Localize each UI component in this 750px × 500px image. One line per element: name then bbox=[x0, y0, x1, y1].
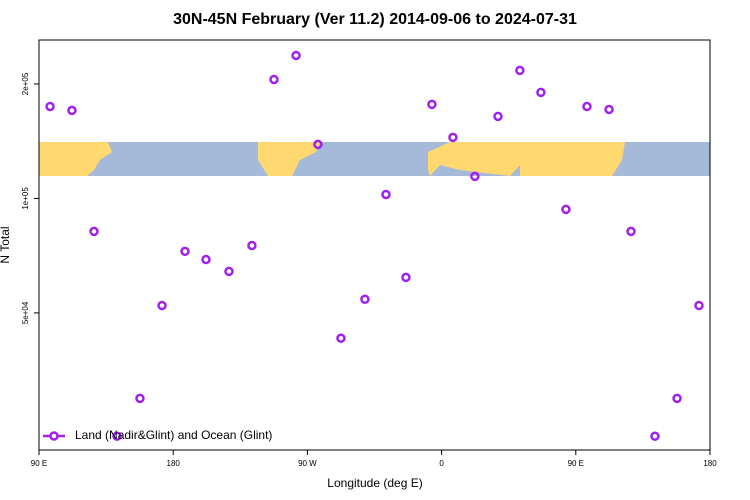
point bbox=[626, 226, 636, 237]
x-axis-label: Longitude (deg E) bbox=[327, 476, 422, 490]
point bbox=[448, 132, 458, 143]
y-tick-label: 2e+05 bbox=[21, 72, 30, 95]
x-tick-label: 90 E bbox=[568, 459, 584, 468]
point bbox=[180, 246, 190, 257]
point bbox=[427, 99, 437, 110]
point bbox=[67, 105, 77, 116]
plot-frame bbox=[38, 39, 711, 451]
point bbox=[45, 101, 55, 112]
x-tick-label: 0 bbox=[439, 459, 444, 468]
land bbox=[428, 142, 525, 176]
y-tick-label: 1e+05 bbox=[21, 187, 30, 210]
point bbox=[561, 204, 571, 215]
point bbox=[313, 139, 323, 150]
legend-label: Land (Nadir&Glint) and Ocean (Glint) bbox=[75, 428, 272, 442]
point bbox=[515, 65, 525, 76]
land bbox=[87, 142, 112, 176]
x-tick-label: 90 E bbox=[31, 459, 47, 468]
point bbox=[381, 189, 391, 200]
x-tick-label: 180 bbox=[167, 459, 181, 468]
land bbox=[520, 142, 625, 176]
x-tick-label: 180 bbox=[703, 459, 717, 468]
point bbox=[135, 393, 145, 404]
legend-marker bbox=[49, 431, 59, 441]
point bbox=[247, 240, 257, 251]
point bbox=[582, 101, 592, 112]
point bbox=[694, 300, 704, 311]
point bbox=[201, 254, 211, 265]
point bbox=[224, 266, 234, 277]
point bbox=[157, 300, 167, 311]
map-band bbox=[39, 142, 710, 176]
point bbox=[360, 294, 370, 305]
land bbox=[39, 142, 87, 176]
point bbox=[493, 111, 503, 122]
point bbox=[89, 226, 99, 237]
point bbox=[336, 333, 346, 343]
point bbox=[401, 272, 411, 283]
point bbox=[672, 393, 682, 404]
y-tick-label: 5e+04 bbox=[21, 301, 30, 324]
point bbox=[650, 431, 660, 441]
point bbox=[536, 87, 546, 98]
point bbox=[604, 104, 614, 115]
land bbox=[258, 142, 320, 176]
point bbox=[470, 171, 480, 182]
point bbox=[291, 50, 301, 61]
y-axis-label: N Total bbox=[0, 226, 12, 263]
x-tick-label: 90 W bbox=[298, 459, 317, 468]
point bbox=[112, 431, 122, 441]
chart-title: 30N-45N February (Ver 11.2) 2014-09-06 t… bbox=[173, 11, 577, 28]
point bbox=[269, 74, 279, 85]
